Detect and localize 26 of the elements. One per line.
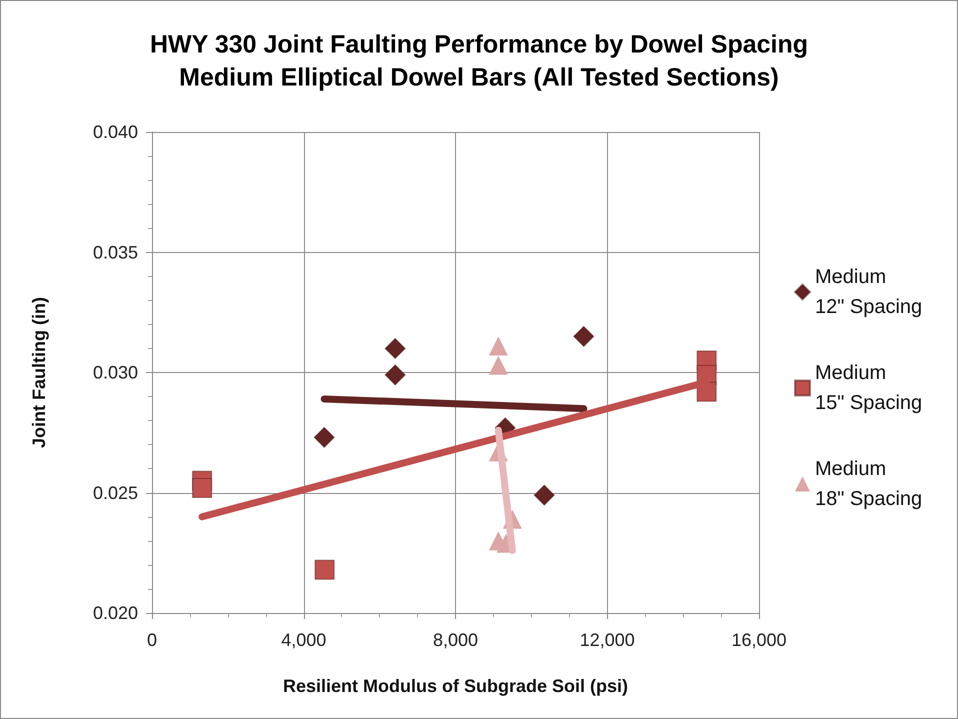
- point: [384, 338, 406, 359]
- x-tick-label: 0: [146, 630, 158, 650]
- chart-title: HWY 330 Joint Faulting Performance by Dowel Spacing: [150, 30, 808, 58]
- x-tick-label: 16,000: [731, 630, 787, 650]
- point: [192, 478, 212, 498]
- point: [488, 336, 508, 356]
- legend-label: Medium 15" Spacing: [815, 362, 922, 414]
- point: [488, 356, 508, 375]
- x-tick-label: 4,000: [281, 630, 326, 650]
- point: [573, 326, 594, 347]
- point: [314, 560, 335, 580]
- legend-label: Medium 18" Spacing: [815, 458, 922, 510]
- y-axis-title: Joint Faulting (in): [29, 297, 49, 448]
- point: [384, 364, 406, 386]
- x-tick-label: 12,000: [580, 630, 635, 650]
- y-tick-label: 0.035: [92, 242, 138, 262]
- point: [314, 426, 335, 448]
- chart-subtitle: Medium Elliptical Dowel Bars (All Tested Sections): [179, 64, 779, 92]
- y-tick-label: 0.025: [92, 482, 138, 503]
- y-tick-label: 0.030: [92, 362, 138, 382]
- y-tick-label: 0.040: [92, 122, 138, 142]
- point: [534, 484, 555, 506]
- legend-label: Medium 12" Spacing: [815, 266, 922, 318]
- x-tick-label: 8,000: [432, 630, 478, 650]
- x-axis-title: Resilient Modulus of Subgrade Soil (psi): [282, 676, 628, 696]
- y-tick-label: 0.020: [92, 603, 138, 623]
